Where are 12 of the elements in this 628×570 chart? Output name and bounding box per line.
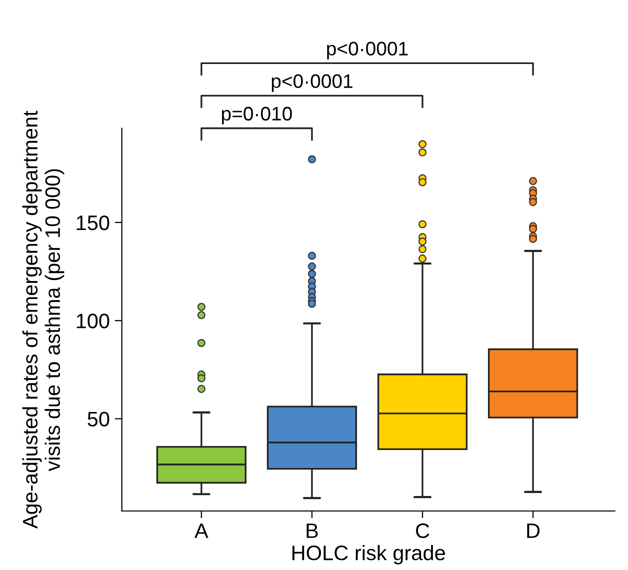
text: p<0·0001 [272, 74, 352, 92]
y-tick-label: 100 [76, 314, 110, 328]
y-tick-label: 150 [76, 215, 110, 230]
text: p=0·010 [222, 106, 292, 124]
y-axis-title: Age-adjusted rates of emergency department visits due to asthma (per 10 000) [22, 110, 64, 529]
x-axis-title: HOLC risk grade [292, 545, 445, 564]
x-tick-label: A [194, 524, 208, 538]
x-tick-label: B [306, 524, 318, 538]
x-tick-label: D [527, 524, 540, 538]
x-tick-label: C [416, 523, 430, 538]
text: p<0·0001 [327, 42, 408, 60]
y-tick-label: 50 [88, 412, 110, 427]
